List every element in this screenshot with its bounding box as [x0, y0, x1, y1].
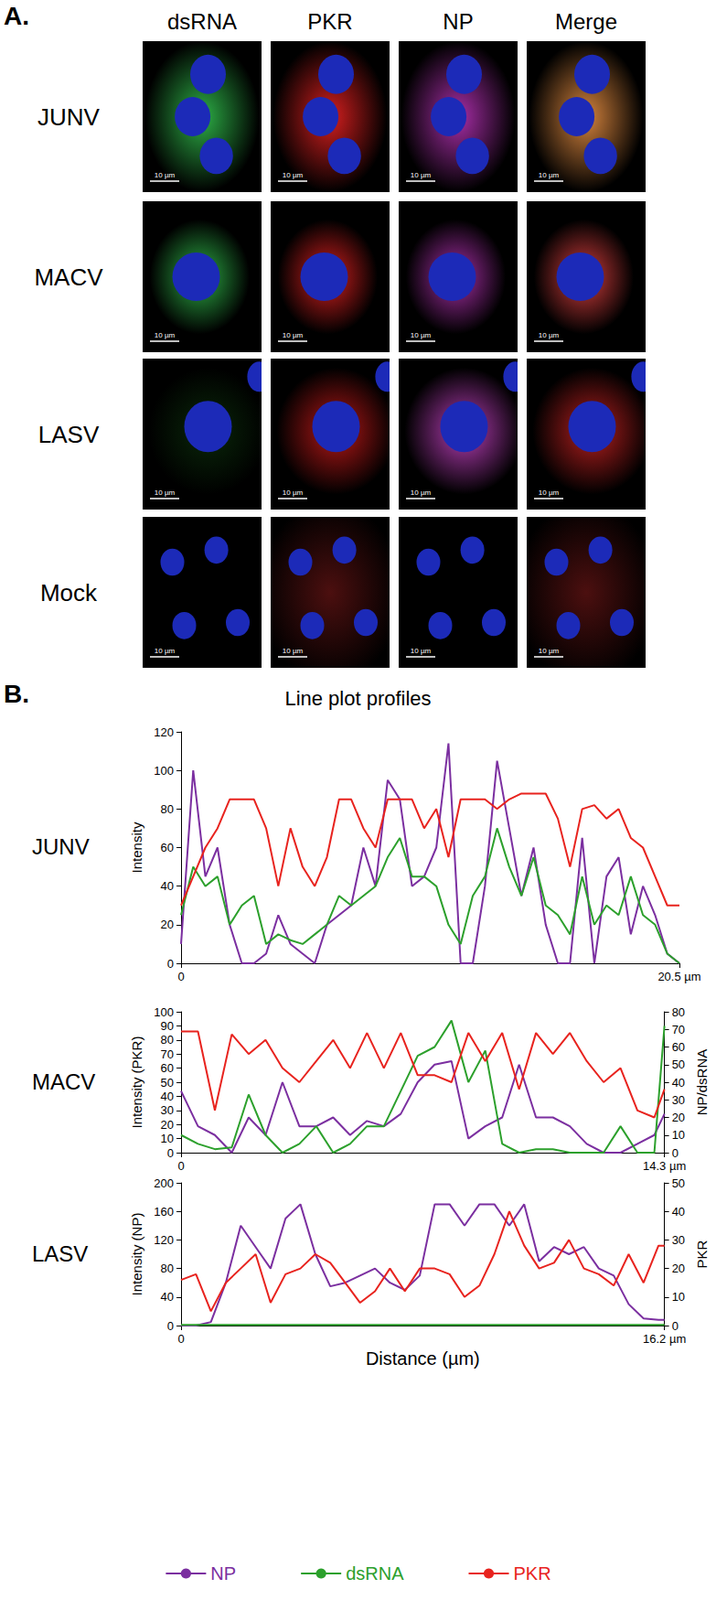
svg-text:10 µm: 10 µm — [282, 488, 304, 497]
svg-text:80: 80 — [160, 801, 174, 816]
svg-text:0: 0 — [177, 1331, 184, 1346]
svg-text:dsRNA: dsRNA — [345, 1562, 405, 1583]
svg-text:160: 160 — [153, 1204, 174, 1219]
svg-text:120: 120 — [153, 1232, 174, 1247]
svg-text:0: 0 — [177, 1158, 184, 1173]
svg-text:NP/dsRNA: NP/dsRNA — [694, 1048, 710, 1116]
svg-text:50: 50 — [160, 1075, 174, 1090]
svg-text:Line plot profiles: Line plot profiles — [284, 686, 431, 710]
svg-text:PKR: PKR — [694, 1239, 710, 1268]
svg-text:20.5 µm: 20.5 µm — [657, 969, 701, 984]
svg-text:Intensity: Intensity — [128, 821, 145, 873]
svg-text:MACV: MACV — [32, 1068, 96, 1094]
svg-text:30: 30 — [672, 1232, 685, 1247]
svg-text:50: 50 — [672, 1175, 685, 1190]
svg-text:10 µm: 10 µm — [538, 646, 560, 655]
svg-text:B.: B. — [3, 679, 30, 708]
html-text:MACV: MACV — [34, 262, 103, 291]
svg-text:10 µm: 10 µm — [410, 646, 432, 655]
svg-text:100: 100 — [153, 763, 174, 778]
html-text:Merge: Merge — [555, 9, 618, 34]
html-text:JUNV: JUNV — [37, 102, 100, 131]
svg-text:80: 80 — [160, 1032, 174, 1047]
svg-text:40: 40 — [672, 1075, 685, 1090]
html-text:PKR: PKR — [307, 9, 353, 34]
svg-text:10 µm: 10 µm — [282, 331, 304, 340]
svg-text:Intensity (NP): Intensity (NP) — [128, 1212, 145, 1296]
svg-text:14.3 µm: 14.3 µm — [642, 1158, 686, 1173]
svg-text:10 µm: 10 µm — [282, 170, 304, 180]
svg-text:10 µm: 10 µm — [538, 170, 560, 180]
svg-text:40: 40 — [160, 878, 174, 893]
svg-text:10 µm: 10 µm — [538, 331, 560, 340]
svg-text:0: 0 — [167, 1318, 174, 1333]
svg-text:10: 10 — [672, 1127, 685, 1142]
svg-text:Intensity (PKR): Intensity (PKR) — [128, 1036, 145, 1129]
svg-text:0: 0 — [672, 1145, 679, 1160]
html-text:NP: NP — [442, 9, 474, 34]
svg-text:10 µm: 10 µm — [154, 488, 176, 497]
svg-text:100: 100 — [153, 1004, 174, 1019]
svg-text:200: 200 — [153, 1175, 174, 1190]
svg-text:0: 0 — [177, 969, 184, 984]
svg-text:70: 70 — [672, 1022, 685, 1037]
svg-text:70: 70 — [160, 1047, 174, 1061]
html-text:Mock: Mock — [40, 578, 98, 606]
svg-text:30: 30 — [160, 1102, 174, 1117]
svg-text:16.2 µm: 16.2 µm — [642, 1331, 686, 1346]
svg-text:20: 20 — [160, 1117, 174, 1132]
svg-text:60: 60 — [672, 1039, 685, 1054]
svg-text:10 µm: 10 µm — [282, 646, 304, 655]
svg-text:10: 10 — [672, 1289, 685, 1304]
svg-text:40: 40 — [160, 1289, 174, 1304]
html-text:LASV: LASV — [38, 420, 100, 448]
svg-text:40: 40 — [160, 1089, 174, 1103]
html-text:dsRNA: dsRNA — [167, 9, 237, 34]
svg-text:40: 40 — [672, 1204, 685, 1219]
svg-text:60: 60 — [160, 840, 174, 855]
svg-text:0: 0 — [167, 956, 174, 971]
svg-text:0: 0 — [167, 1145, 174, 1160]
svg-text:10 µm: 10 µm — [154, 331, 176, 340]
svg-text:20: 20 — [160, 917, 174, 931]
svg-text:90: 90 — [160, 1018, 174, 1033]
html-text:A.: A. — [3, 1, 30, 31]
svg-text:80: 80 — [160, 1261, 174, 1275]
svg-text:10 µm: 10 µm — [154, 170, 176, 180]
svg-text:Distance (µm): Distance (µm) — [365, 1347, 481, 1368]
svg-text:10 µm: 10 µm — [154, 646, 176, 655]
svg-text:30: 30 — [672, 1092, 685, 1107]
svg-text:10 µm: 10 µm — [410, 488, 432, 497]
svg-text:10 µm: 10 µm — [538, 488, 560, 497]
svg-text:10: 10 — [160, 1131, 174, 1145]
svg-text:60: 60 — [160, 1060, 174, 1075]
svg-text:JUNV: JUNV — [32, 833, 90, 859]
svg-text:80: 80 — [672, 1004, 685, 1019]
svg-text:10 µm: 10 µm — [410, 331, 432, 340]
svg-text:20: 20 — [672, 1110, 685, 1124]
svg-text:PKR: PKR — [513, 1562, 552, 1583]
svg-text:0: 0 — [672, 1318, 679, 1333]
svg-text:20: 20 — [672, 1261, 685, 1275]
svg-text:10 µm: 10 µm — [410, 170, 432, 180]
svg-text:LASV: LASV — [32, 1240, 88, 1266]
svg-text:120: 120 — [153, 725, 174, 739]
svg-text:50: 50 — [672, 1057, 685, 1071]
svg-text:NP: NP — [210, 1562, 236, 1583]
